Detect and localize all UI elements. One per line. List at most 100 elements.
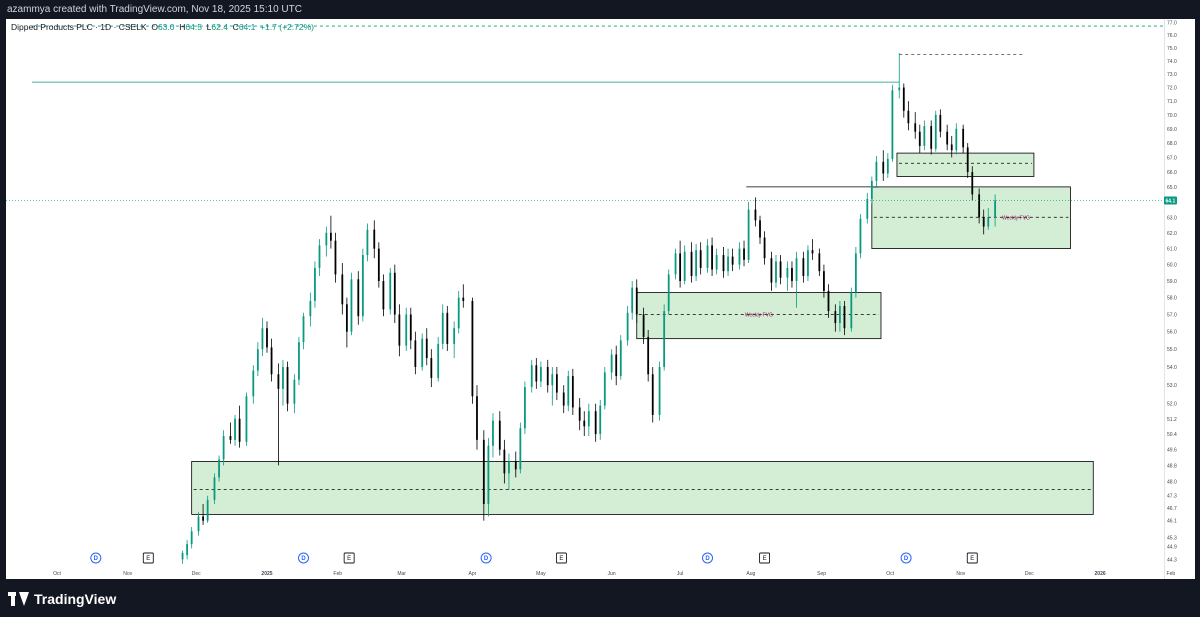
candle-body[interactable] xyxy=(631,287,634,313)
candle-body[interactable] xyxy=(807,250,809,277)
candle-body[interactable] xyxy=(190,531,193,545)
candle-body[interactable] xyxy=(350,279,353,332)
earnings-event-icon[interactable] xyxy=(966,552,978,564)
candle-body[interactable] xyxy=(357,279,360,317)
candle-body[interactable] xyxy=(907,110,910,124)
candle-body[interactable] xyxy=(731,256,734,265)
candle-body[interactable] xyxy=(314,267,316,301)
candle-body[interactable] xyxy=(524,387,526,429)
candle-body[interactable] xyxy=(382,280,385,310)
candle-body[interactable] xyxy=(361,254,364,317)
candle-body[interactable] xyxy=(802,258,805,277)
dividend-event-icon[interactable] xyxy=(480,552,492,564)
candle-body[interactable] xyxy=(377,248,380,281)
candle-body[interactable] xyxy=(578,407,581,421)
candle-body[interactable] xyxy=(635,287,638,315)
candle-body[interactable] xyxy=(679,253,682,281)
candle-body[interactable] xyxy=(978,194,981,218)
candle-body[interactable] xyxy=(571,376,574,408)
earnings-event-icon[interactable] xyxy=(343,552,355,564)
candle-body[interactable] xyxy=(366,229,369,255)
candle-body[interactable] xyxy=(471,300,474,397)
candle-body[interactable] xyxy=(393,272,396,315)
candle-body[interactable] xyxy=(850,292,853,329)
candle-body[interactable] xyxy=(514,461,517,470)
candle-body[interactable] xyxy=(658,367,661,415)
candle-body[interactable] xyxy=(234,418,236,440)
candle-body[interactable] xyxy=(256,349,259,371)
candle-body[interactable] xyxy=(738,248,741,265)
candle-body[interactable] xyxy=(519,428,522,470)
candle-body[interactable] xyxy=(955,128,958,151)
weekly-fvg-upper[interactable] xyxy=(871,186,1071,250)
candle-body[interactable] xyxy=(181,552,184,560)
candle-body[interactable] xyxy=(647,336,650,375)
candle-body[interactable] xyxy=(866,198,869,219)
candle-body[interactable] xyxy=(859,218,862,254)
chart-canvas[interactable]: Weekly FVG Weekly FVG 77.0 76.0 75.0 74.0 73.0… xyxy=(0,0,1200,580)
candle-body[interactable] xyxy=(594,411,597,435)
candle-body[interactable] xyxy=(293,379,296,404)
candle-body[interactable] xyxy=(743,248,745,260)
candle-body[interactable] xyxy=(663,311,666,368)
candle-body[interactable] xyxy=(603,372,606,406)
candle-body[interactable] xyxy=(555,374,558,393)
candle-body[interactable] xyxy=(715,254,718,270)
candle-body[interactable] xyxy=(763,237,766,259)
candle-body[interactable] xyxy=(727,256,729,272)
bottom-zone[interactable] xyxy=(191,461,1094,515)
candle-body[interactable] xyxy=(946,131,949,145)
candle-body[interactable] xyxy=(583,420,586,427)
candle-body[interactable] xyxy=(811,250,814,254)
candle-body[interactable] xyxy=(886,158,889,174)
candle-body[interactable] xyxy=(934,114,937,149)
candle-body[interactable] xyxy=(898,87,901,91)
candle-body[interactable] xyxy=(982,217,985,227)
candle-body[interactable] xyxy=(222,435,225,460)
candle-body[interactable] xyxy=(261,328,264,350)
candle-body[interactable] xyxy=(834,311,837,324)
candle-body[interactable] xyxy=(421,338,424,368)
candle-body[interactable] xyxy=(994,200,997,218)
candle-body[interactable] xyxy=(626,312,629,341)
candle-body[interactable] xyxy=(197,516,200,532)
candle-body[interactable] xyxy=(754,209,757,221)
candle-body[interactable] xyxy=(345,304,348,332)
candle-body[interactable] xyxy=(902,87,905,111)
candle-body[interactable] xyxy=(229,435,232,440)
dividend-event-icon[interactable] xyxy=(702,552,714,564)
candle-body[interactable] xyxy=(870,180,873,199)
dividend-event-icon[interactable] xyxy=(298,552,310,564)
candle-body[interactable] xyxy=(651,374,654,415)
candle-body[interactable] xyxy=(683,251,686,281)
candle-body[interactable] xyxy=(939,114,942,132)
candle-body[interactable] xyxy=(914,123,917,132)
candle-body[interactable] xyxy=(779,261,782,278)
candle-body[interactable] xyxy=(562,392,565,406)
tradingview-logo[interactable]: TradingView xyxy=(8,591,116,607)
candle-body[interactable] xyxy=(453,328,456,344)
candle-body[interactable] xyxy=(309,300,312,317)
candle-body[interactable] xyxy=(462,297,465,301)
candle-body[interactable] xyxy=(409,314,412,341)
candle-body[interactable] xyxy=(492,420,494,446)
candle-body[interactable] xyxy=(674,253,677,275)
candle-body[interactable] xyxy=(706,245,709,268)
candle-body[interactable] xyxy=(329,232,332,241)
candle-body[interactable] xyxy=(962,128,965,148)
candle-body[interactable] xyxy=(786,267,789,278)
candle-body[interactable] xyxy=(498,420,501,450)
candle-body[interactable] xyxy=(587,411,590,427)
candle-body[interactable] xyxy=(252,370,255,397)
candle-body[interactable] xyxy=(551,374,554,386)
candle-body[interactable] xyxy=(446,312,449,344)
candle-body[interactable] xyxy=(457,297,460,329)
candle-body[interactable] xyxy=(266,328,268,348)
candle-body[interactable] xyxy=(690,251,693,277)
candle-body[interactable] xyxy=(843,306,846,329)
candle-body[interactable] xyxy=(795,258,798,281)
candle-body[interactable] xyxy=(610,354,613,373)
candle-body[interactable] xyxy=(770,258,773,283)
candle-body[interactable] xyxy=(186,544,189,556)
candle-body[interactable] xyxy=(567,376,570,406)
